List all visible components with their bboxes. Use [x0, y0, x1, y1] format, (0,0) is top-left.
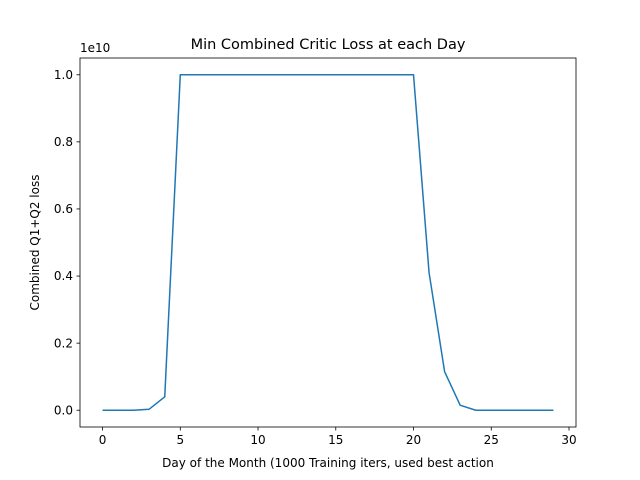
y-axis-label: Combined Q1+Q2 loss — [28, 175, 42, 311]
plot-area — [102, 74, 554, 411]
y-tick-label: 0.0 — [54, 403, 73, 417]
series-line-0 — [102, 74, 554, 411]
x-tick-label: 20 — [406, 433, 421, 447]
y-axis-offset-label: 1e10 — [80, 41, 110, 55]
y-tick-label: 0.4 — [54, 269, 73, 283]
y-tick-label: 0.2 — [54, 336, 73, 350]
y-tick-label: 0.8 — [54, 135, 73, 149]
x-axis-label: Day of the Month (1000 Training iters, u… — [162, 456, 494, 470]
x-tick-label: 30 — [561, 433, 576, 447]
axes-frame — [79, 57, 577, 428]
chart-title: Min Combined Critic Loss at each Day — [191, 37, 466, 53]
y-tick-label: 0.6 — [54, 202, 73, 216]
x-tick-label: 25 — [484, 433, 499, 447]
x-tick-label: 5 — [176, 433, 184, 447]
x-axis-ticks: 0 5 10 15 20 25 30 — [99, 427, 577, 447]
x-tick-label: 10 — [250, 433, 265, 447]
x-tick-label: 0 — [99, 433, 107, 447]
y-axis-ticks: 0.0 0.2 0.4 0.6 0.8 1.0 — [54, 68, 80, 417]
y-tick-label: 1.0 — [54, 68, 73, 82]
x-tick-label: 15 — [328, 433, 343, 447]
